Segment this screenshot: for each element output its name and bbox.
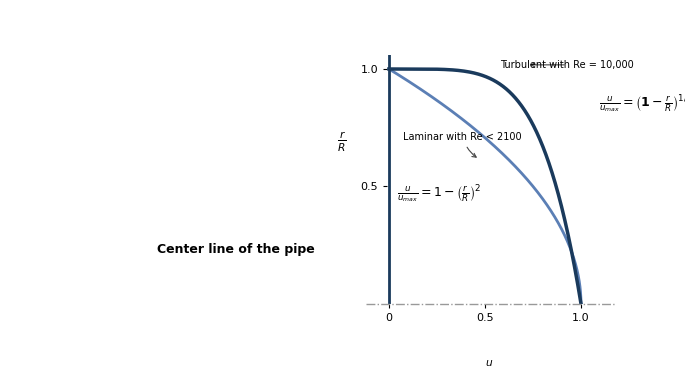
Text: Turbulent with Re = 10,000: Turbulent with Re = 10,000 xyxy=(500,60,634,70)
Text: $\frac{u}{u_{max}}=1-\left(\frac{r}{R}\right)^2$: $\frac{u}{u_{max}}=1-\left(\frac{r}{R}\r… xyxy=(397,184,482,205)
Text: $\frac{u}{u_{max}}$: $\frac{u}{u_{max}}$ xyxy=(477,359,503,366)
Text: $\frac{r}{R}$: $\frac{r}{R}$ xyxy=(337,130,347,154)
Text: Center line of the pipe: Center line of the pipe xyxy=(158,243,315,255)
Text: Laminar with Re < 2100: Laminar with Re < 2100 xyxy=(403,132,522,157)
Text: $\frac{u}{u_{max}}=\left(\mathbf{1}-\frac{r}{R}\right)^{1/5}$: $\frac{u}{u_{max}}=\left(\mathbf{1}-\fra… xyxy=(599,94,685,115)
